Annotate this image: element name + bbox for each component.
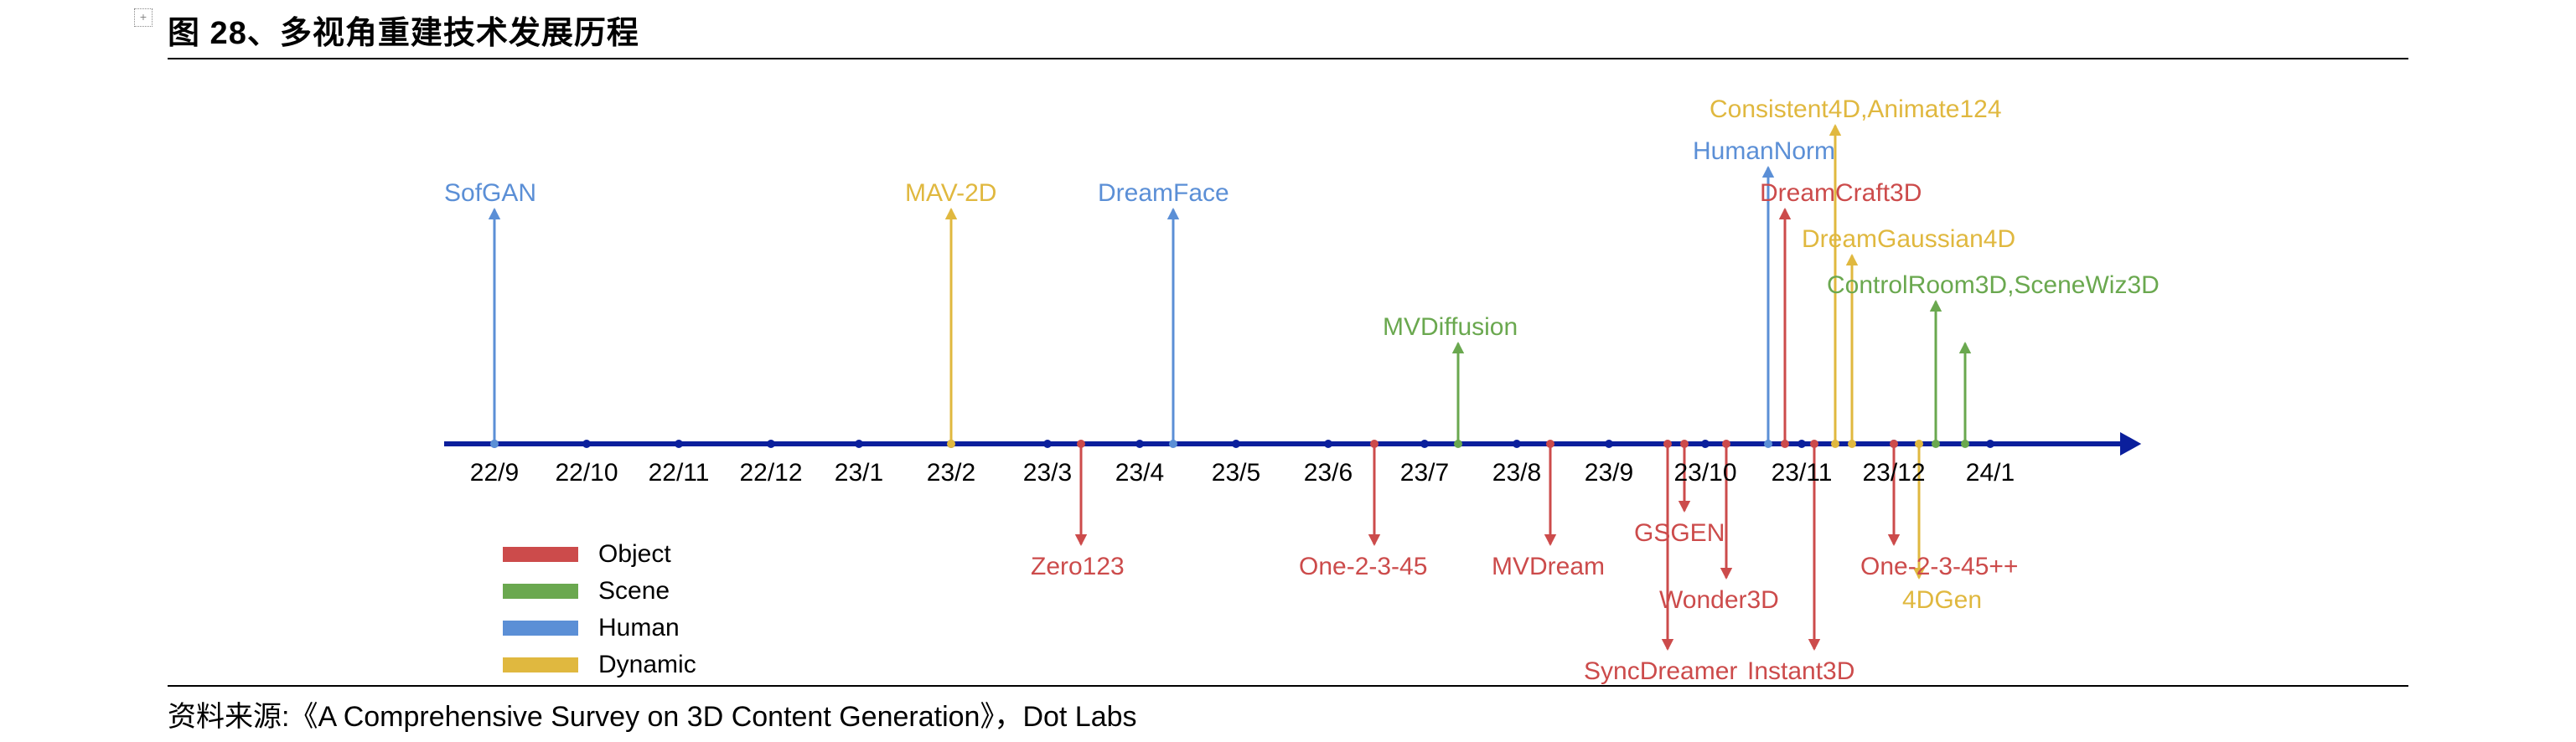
legend-item: Object (503, 536, 696, 573)
axis-tick: 23/7 (1400, 459, 1449, 487)
legend-label: Human (598, 614, 680, 642)
timeline-event: Wonder3D (1659, 586, 1779, 615)
timeline-event: Zero123 (1031, 553, 1125, 581)
timeline-event: DreamFace (1098, 179, 1229, 208)
legend-swatch (503, 584, 578, 599)
legend-swatch (503, 621, 578, 636)
axis-tick: 23/10 (1673, 459, 1736, 487)
timeline-event: MVDiffusion (1383, 313, 1518, 342)
source-citation: 资料来源:《A Comprehensive Survey on 3D Conte… (168, 693, 1137, 734)
legend-label: Object (598, 540, 671, 569)
timeline-event: One-2-3-45++ (1860, 553, 2018, 581)
legend-label: Scene (598, 577, 670, 605)
timeline-chart (0, 0, 2576, 742)
axis-tick: 22/10 (555, 459, 618, 487)
axis-tick: 24/1 (1966, 459, 2015, 487)
timeline-event: One-2-3-45 (1299, 553, 1427, 581)
axis-tick: 23/5 (1212, 459, 1260, 487)
axis-tick: 23/3 (1023, 459, 1072, 487)
axis-tick: 23/8 (1492, 459, 1541, 487)
axis-tick: 23/4 (1115, 459, 1164, 487)
page-root: + 图 28、多视角重建技术发展历程 22/922/1022/1122/1223… (0, 0, 2576, 742)
axis-tick: 23/1 (835, 459, 883, 487)
timeline-event: GSGEN (1634, 519, 1725, 548)
legend-label: Dynamic (598, 651, 696, 679)
legend-item: Scene (503, 573, 696, 610)
timeline-event: ControlRoom3D,SceneWiz3D (1827, 271, 2160, 300)
legend-swatch (503, 657, 578, 672)
timeline-event: SofGAN (444, 179, 536, 208)
legend-item: Dynamic (503, 647, 696, 683)
timeline-event: DreamGaussian4D (1802, 225, 2015, 254)
timeline-event: 4DGen (1902, 586, 1982, 615)
axis-tick: 23/6 (1304, 459, 1353, 487)
timeline-event: Instant3D (1747, 657, 1854, 686)
legend-item: Human (503, 610, 696, 647)
axis-tick: 23/9 (1585, 459, 1633, 487)
timeline-event: SyncDreamer (1584, 657, 1737, 686)
axis-tick: 23/11 (1772, 459, 1833, 487)
axis-tick: 23/2 (927, 459, 975, 487)
axis-tick: 23/12 (1862, 459, 1925, 487)
timeline-event: DreamCraft3D (1760, 179, 1922, 208)
bottom-rule (168, 685, 2408, 687)
timeline-event: MVDream (1492, 553, 1605, 581)
legend: Object Scene Human Dynamic (503, 536, 696, 683)
axis-tick: 22/9 (470, 459, 519, 487)
timeline-event: Consistent4D,Animate124 (1710, 95, 2002, 124)
axis-tick: 22/11 (649, 459, 710, 487)
axis-tick: 22/12 (739, 459, 802, 487)
timeline-event: HumanNorm (1693, 137, 1835, 166)
timeline-event: MAV-2D (905, 179, 996, 208)
legend-swatch (503, 547, 578, 562)
